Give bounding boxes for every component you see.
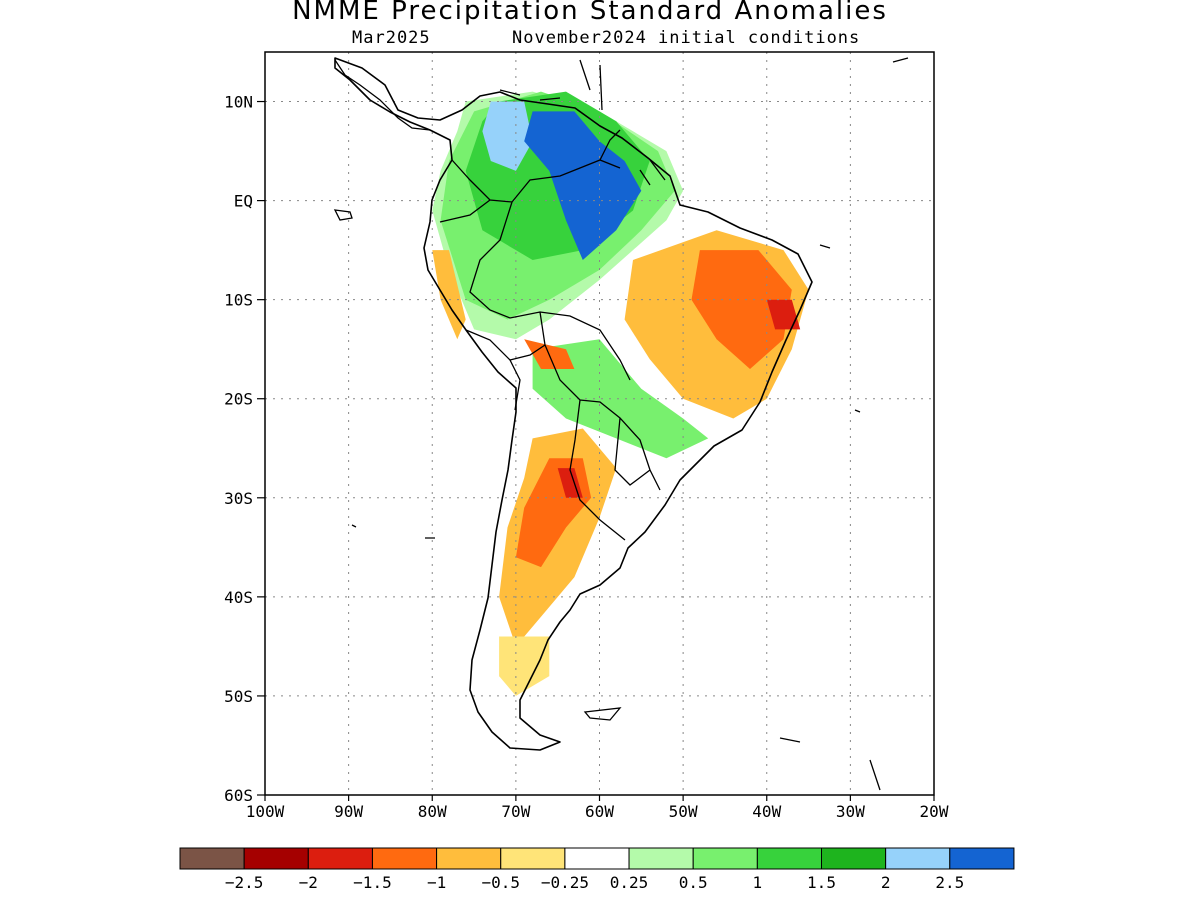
forecast-month: Mar2025	[352, 28, 431, 48]
lat-tick-label: 20S	[224, 390, 253, 409]
colorbar-label: 2	[881, 873, 891, 892]
anomaly-region-7	[691, 250, 792, 369]
colorbar-label: 2.5	[935, 873, 964, 892]
colorbar-swatch	[564, 847, 630, 870]
colorbar-label: −1.5	[353, 873, 392, 892]
lon-tick-label: 70W	[501, 802, 530, 821]
colorbar-label: −0.5	[481, 873, 520, 892]
anomaly-region-12	[499, 636, 550, 696]
lat-tick-label: 60S	[224, 786, 253, 805]
colorbar-swatch	[949, 847, 1015, 870]
lat-tick-label: 30S	[224, 489, 253, 508]
anomaly-region-3	[482, 101, 533, 171]
colorbar-swatch	[371, 847, 438, 870]
lat-tick-label: 50S	[224, 687, 253, 706]
caribbean-islands	[333, 57, 909, 791]
lon-tick-label: 80W	[418, 802, 447, 821]
coastlines	[333, 57, 909, 791]
lat-tick-label: 40S	[224, 588, 253, 607]
anomaly-region-4	[524, 111, 642, 261]
anomaly-shading	[432, 91, 809, 696]
lon-tick-label: 100W	[246, 802, 285, 821]
colorbar-swatch	[179, 847, 245, 870]
lon-tick-label: 40W	[752, 802, 781, 821]
colorbar-swatch	[307, 847, 373, 870]
lon-tick-label: 30W	[836, 802, 865, 821]
colorbar-swatch	[500, 847, 566, 870]
colorbar-label: 1	[753, 873, 763, 892]
colorbar-swatch	[692, 847, 758, 870]
lat-tick-label: 10N	[224, 93, 253, 112]
initial-conditions-label: November2024 initial conditions	[512, 28, 861, 48]
lat-tick-label: 10S	[224, 291, 253, 310]
lon-tick-label: 60W	[585, 802, 614, 821]
country-borders	[439, 129, 666, 541]
colorbar-swatch	[821, 847, 887, 870]
colorbar-label: −1	[427, 873, 446, 892]
colorbar-swatch	[756, 847, 822, 870]
colorbar-swatch	[436, 847, 502, 870]
lon-tick-label: 90W	[334, 802, 363, 821]
colorbar-swatch	[243, 847, 309, 870]
anomaly-region-5	[532, 339, 709, 459]
lat-tick-label: EQ	[234, 192, 253, 211]
colorbar-label: 0.5	[679, 873, 708, 892]
colorbar-label: −2	[299, 873, 318, 892]
map-title: NMME Precipitation Standard Anomalies	[292, 0, 888, 26]
colorbar-swatch	[628, 847, 694, 870]
central-america-coast	[334, 59, 431, 131]
colorbar-label: −2.5	[225, 873, 264, 892]
anomaly-region-8	[766, 299, 801, 330]
lon-tick-label: 20W	[920, 802, 949, 821]
south-america-coastline	[334, 57, 813, 751]
colorbar-label: 0.25	[610, 873, 649, 892]
colorbar-label: −0.25	[541, 873, 589, 892]
colorbar: −2.5 −2 −1.5 −1 −0.5 −0.25 0.25 0.5 1 1.5 2 2.5	[179, 847, 1015, 892]
lon-tick-label: 50W	[669, 802, 698, 821]
colorbar-label: 1.5	[807, 873, 836, 892]
colorbar-swatch	[885, 847, 951, 870]
